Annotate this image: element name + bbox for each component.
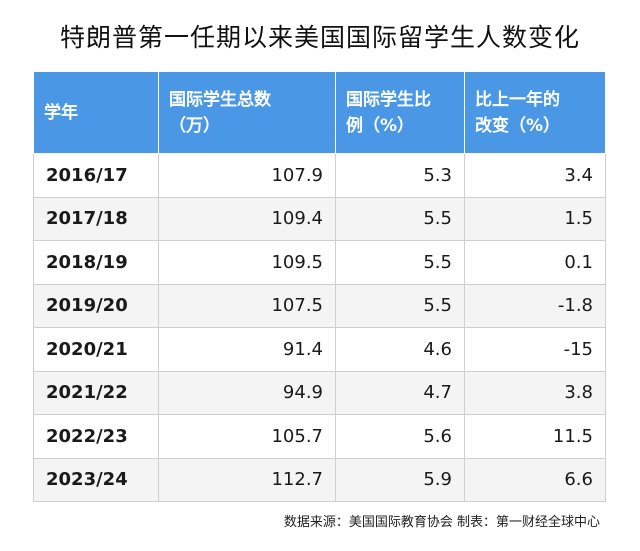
table-row: 2019/20 107.5 5.5 -1.8 xyxy=(33,283,606,328)
table-row: 2017/18 109.4 5.5 1.5 xyxy=(33,196,606,241)
total-cell: 107.9 xyxy=(158,153,336,198)
ratio-cell: 5.5 xyxy=(335,283,465,328)
header-total-line-2: （万） xyxy=(169,115,220,136)
year-cell: 2017/18 xyxy=(33,196,159,241)
year-cell: 2019/20 xyxy=(33,283,159,328)
ratio-cell: 4.7 xyxy=(335,370,465,415)
change-cell: 0.1 xyxy=(464,240,606,285)
ratio-cell: 5.5 xyxy=(335,196,465,241)
total-cell: 94.9 xyxy=(158,370,336,415)
header-ratio: 国际学生比 例（%） xyxy=(335,71,465,154)
header-change-line-2: 改变（%） xyxy=(475,115,561,136)
header-total: 国际学生总数 （万） xyxy=(158,71,336,154)
total-cell: 109.4 xyxy=(158,196,336,241)
change-cell: 11.5 xyxy=(464,414,606,459)
year-cell: 2021/22 xyxy=(33,370,159,415)
ratio-cell: 5.3 xyxy=(335,153,465,198)
total-cell: 112.7 xyxy=(158,457,336,502)
year-cell: 2018/19 xyxy=(33,240,159,285)
header-year-line-1: 学年 xyxy=(44,102,78,123)
header-ratio-line-1: 国际学生比 xyxy=(346,89,431,110)
table-row: 2020/21 91.4 4.6 -15 xyxy=(33,327,606,372)
header-change-line-1: 比上一年的 xyxy=(475,89,560,110)
header-year: 学年 xyxy=(33,71,159,154)
table-row: 2022/23 105.7 5.6 11.5 xyxy=(33,414,606,459)
change-cell: 3.8 xyxy=(464,370,606,415)
table-row: 2016/17 107.9 5.3 3.4 xyxy=(33,153,606,198)
ratio-cell: 4.6 xyxy=(335,327,465,372)
data-table: 学年 国际学生总数 （万） 国际学生比 例（%） 比上一年的 改变（%） 201… xyxy=(33,71,606,502)
header-ratio-line-2: 例（%） xyxy=(346,115,415,136)
chart-title: 特朗普第一任期以来美国国际留学生人数变化 xyxy=(59,23,580,52)
header-total-line-1: 国际学生总数 xyxy=(169,89,271,110)
year-cell: 2022/23 xyxy=(33,414,159,459)
change-cell: -1.8 xyxy=(464,283,606,328)
source-note: 数据来源：美国国际教育协会 制表：第一财经全球中心 xyxy=(283,515,600,530)
ratio-cell: 5.5 xyxy=(335,240,465,285)
ratio-cell: 5.9 xyxy=(335,457,465,502)
header-change: 比上一年的 改变（%） xyxy=(464,71,606,154)
change-cell: 3.4 xyxy=(464,153,606,198)
table-row: 2023/24 112.7 5.9 6.6 xyxy=(33,457,606,502)
header-row: 学年 国际学生总数 （万） 国际学生比 例（%） 比上一年的 改变（%） xyxy=(33,71,606,154)
total-cell: 91.4 xyxy=(158,327,336,372)
year-cell: 2020/21 xyxy=(33,327,159,372)
year-cell: 2023/24 xyxy=(33,457,159,502)
change-cell: 1.5 xyxy=(464,196,606,241)
total-cell: 105.7 xyxy=(158,414,336,459)
change-cell: 6.6 xyxy=(464,457,606,502)
total-cell: 109.5 xyxy=(158,240,336,285)
total-cell: 107.5 xyxy=(158,283,336,328)
change-cell: -15 xyxy=(464,327,606,372)
table-row: 2018/19 109.5 5.5 0.1 xyxy=(33,240,606,285)
year-cell: 2016/17 xyxy=(33,153,159,198)
ratio-cell: 5.6 xyxy=(335,414,465,459)
table-row: 2021/22 94.9 4.7 3.8 xyxy=(33,370,606,415)
